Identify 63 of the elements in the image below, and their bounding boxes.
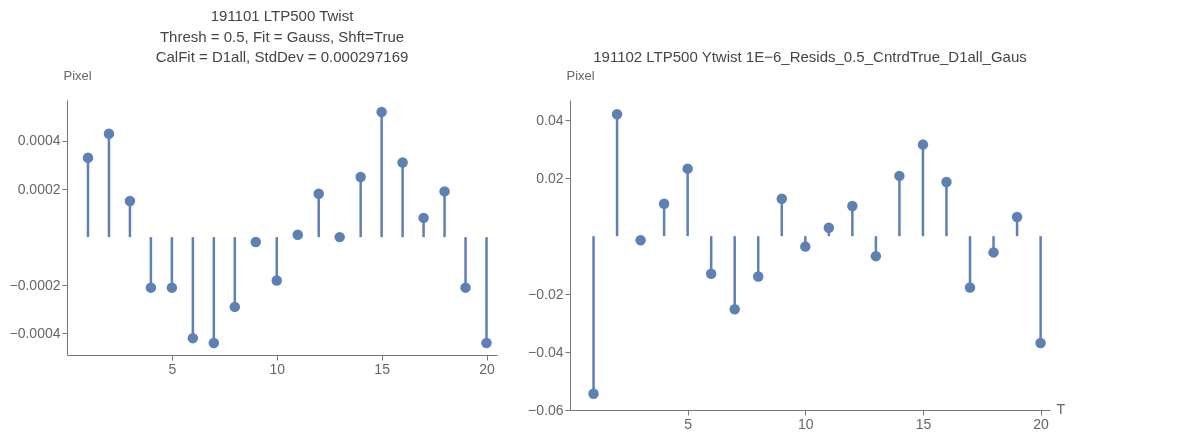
- x-tick-label: 20: [1033, 415, 1050, 432]
- point: [292, 229, 303, 240]
- x-tick-label: 5: [168, 360, 177, 377]
- y-tick-label: −0.04: [528, 343, 564, 360]
- y-axis-title: Pixel: [63, 67, 92, 83]
- point: [870, 250, 882, 262]
- point: [800, 241, 811, 252]
- y-axis-title: Pixel: [566, 67, 595, 83]
- y-tick-label: 0.0004: [17, 132, 61, 149]
- point: [124, 195, 136, 207]
- chart-subtitle: Thresh = 0.5, Fit = Gauss, Shft=True CalFit = D1all, StdDev = 0.000297169: [155, 28, 409, 65]
- y-tick-label: −0.0002: [9, 276, 61, 293]
- point: [894, 170, 905, 182]
- point: [418, 212, 429, 224]
- point: [1035, 337, 1046, 349]
- point: [682, 163, 693, 174]
- y-tick-label: −0.06: [528, 401, 564, 418]
- x-tick-label: 5: [684, 415, 693, 432]
- x-axis-title: T: [1056, 400, 1066, 417]
- point: [208, 337, 220, 349]
- point: [988, 247, 999, 258]
- point: [658, 198, 670, 209]
- point: [729, 303, 740, 315]
- chart-title: 191102 LTP500 Ytwist 1E−6_Resids_0.5_CntrdTrue_D1all_Gaus: [593, 48, 1027, 65]
- point: [334, 231, 345, 243]
- x-tick-label: 15: [374, 360, 391, 377]
- point: [964, 282, 976, 293]
- point: [187, 332, 199, 344]
- point: [776, 193, 788, 205]
- point: [823, 222, 835, 233]
- point: [145, 282, 157, 293]
- y-tick-label: 0.0002: [17, 180, 61, 197]
- x-tick-label: 20: [479, 360, 496, 377]
- point: [82, 152, 94, 163]
- y-tick-label: −0.0004: [9, 324, 61, 341]
- point: [313, 188, 324, 200]
- point: [611, 108, 623, 120]
- y-tick-label: 0.04: [536, 111, 564, 128]
- y-tick-label: 0.02: [536, 169, 564, 186]
- point: [705, 268, 717, 280]
- point: [847, 200, 858, 212]
- point: [355, 171, 366, 183]
- point: [439, 186, 450, 197]
- point: [397, 157, 408, 168]
- point: [941, 176, 952, 188]
- point: [376, 106, 387, 118]
- point: [1011, 211, 1023, 223]
- point: [250, 236, 262, 248]
- x-tick-label: 15: [915, 415, 932, 432]
- x-tick-label: 10: [269, 360, 286, 377]
- point: [103, 128, 115, 139]
- point: [229, 301, 241, 313]
- point: [460, 282, 471, 293]
- point: [752, 271, 764, 282]
- point: [917, 139, 929, 150]
- y-tick-label: −0.02: [528, 285, 564, 302]
- x-tick-label: 10: [798, 415, 814, 432]
- point: [166, 282, 178, 293]
- point: [271, 275, 282, 286]
- point: [481, 337, 492, 349]
- point: [588, 388, 599, 400]
- chart-title: 191101 LTP500 Twist: [210, 7, 355, 24]
- point: [635, 234, 646, 246]
